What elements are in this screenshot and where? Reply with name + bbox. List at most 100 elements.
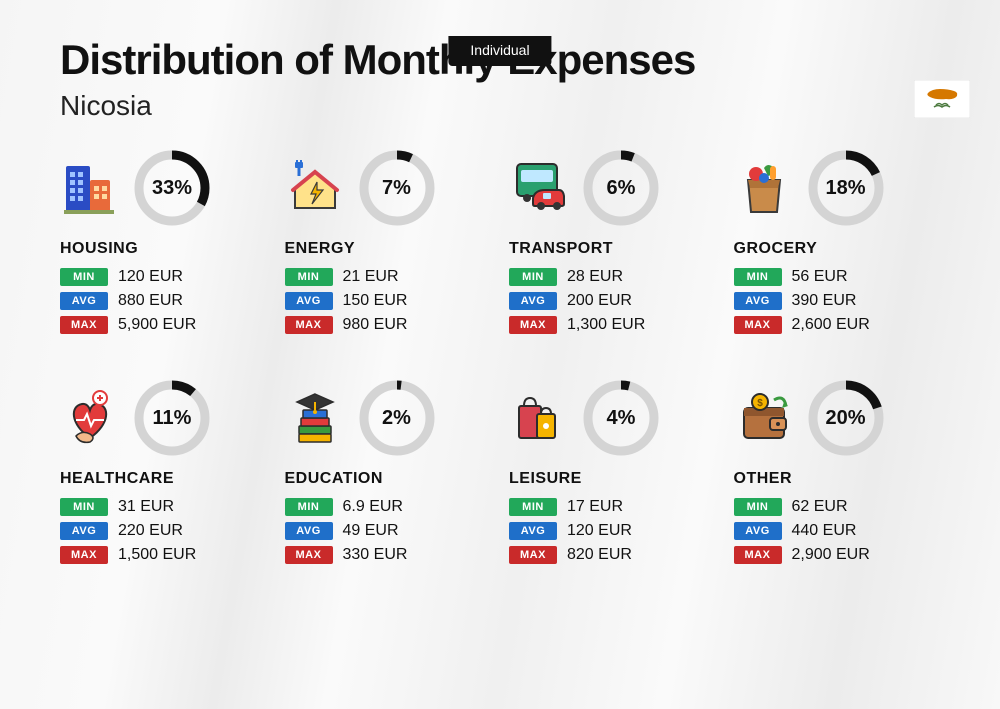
stat-row-avg: AVG 120 EUR <box>509 522 716 540</box>
percent-donut: 33% <box>134 150 210 226</box>
avg-value: 49 EUR <box>343 522 399 540</box>
min-badge: MIN <box>285 498 333 516</box>
stat-row-avg: AVG 200 EUR <box>509 292 716 310</box>
max-value: 1,300 EUR <box>567 316 645 334</box>
max-badge: MAX <box>60 316 108 334</box>
percent-donut: 6% <box>583 150 659 226</box>
stat-row-min: MIN 56 EUR <box>734 268 941 286</box>
category-card: 6% TRANSPORT MIN 28 EUR AVG 200 EUR MAX … <box>509 150 716 340</box>
min-value: 17 EUR <box>567 498 623 516</box>
avg-value: 440 EUR <box>792 522 857 540</box>
stat-row-avg: AVG 880 EUR <box>60 292 267 310</box>
min-value: 120 EUR <box>118 268 183 286</box>
heart-care-icon <box>60 388 120 448</box>
stat-row-avg: AVG 49 EUR <box>285 522 492 540</box>
max-badge: MAX <box>285 546 333 564</box>
max-badge: MAX <box>734 316 782 334</box>
min-badge: MIN <box>734 498 782 516</box>
category-name: HEALTHCARE <box>60 470 267 488</box>
max-value: 2,600 EUR <box>792 316 870 334</box>
avg-value: 390 EUR <box>792 292 857 310</box>
min-value: 56 EUR <box>792 268 848 286</box>
category-grid: 33% HOUSING MIN 120 EUR AVG 880 EUR MAX … <box>60 150 940 570</box>
category-name: GROCERY <box>734 240 941 258</box>
percent-donut: 18% <box>808 150 884 226</box>
category-card: 2% EDUCATION MIN 6.9 EUR AVG 49 EUR MAX … <box>285 380 492 570</box>
category-card: 33% HOUSING MIN 120 EUR AVG 880 EUR MAX … <box>60 150 267 340</box>
stat-row-max: MAX 2,600 EUR <box>734 316 941 334</box>
percent-label: 18% <box>808 150 884 226</box>
max-value: 820 EUR <box>567 546 632 564</box>
buildings-icon <box>60 158 120 218</box>
page-subtitle: Nicosia <box>60 90 940 122</box>
max-value: 330 EUR <box>343 546 408 564</box>
max-badge: MAX <box>509 546 557 564</box>
percent-label: 20% <box>808 380 884 456</box>
percent-label: 4% <box>583 380 659 456</box>
avg-badge: AVG <box>509 522 557 540</box>
avg-value: 220 EUR <box>118 522 183 540</box>
max-value: 1,500 EUR <box>118 546 196 564</box>
grocery-bag-icon <box>734 158 794 218</box>
percent-label: 6% <box>583 150 659 226</box>
bus-car-icon <box>509 158 569 218</box>
category-name: HOUSING <box>60 240 267 258</box>
avg-badge: AVG <box>509 292 557 310</box>
min-badge: MIN <box>60 498 108 516</box>
wallet-icon: $ <box>734 388 794 448</box>
stat-row-avg: AVG 150 EUR <box>285 292 492 310</box>
min-badge: MIN <box>285 268 333 286</box>
percent-donut: 11% <box>134 380 210 456</box>
max-badge: MAX <box>60 546 108 564</box>
category-card: 4% LEISURE MIN 17 EUR AVG 120 EUR MAX 82… <box>509 380 716 570</box>
stat-row-min: MIN 6.9 EUR <box>285 498 492 516</box>
min-value: 6.9 EUR <box>343 498 403 516</box>
stat-row-max: MAX 1,500 EUR <box>60 546 267 564</box>
stat-row-min: MIN 21 EUR <box>285 268 492 286</box>
percent-donut: 4% <box>583 380 659 456</box>
stat-row-max: MAX 1,300 EUR <box>509 316 716 334</box>
stat-row-max: MAX 820 EUR <box>509 546 716 564</box>
min-value: 31 EUR <box>118 498 174 516</box>
category-name: TRANSPORT <box>509 240 716 258</box>
svg-text:$: $ <box>757 398 763 409</box>
percent-donut: 20% <box>808 380 884 456</box>
stat-row-min: MIN 28 EUR <box>509 268 716 286</box>
stat-row-max: MAX 980 EUR <box>285 316 492 334</box>
min-badge: MIN <box>509 268 557 286</box>
max-badge: MAX <box>509 316 557 334</box>
shopping-bags-icon <box>509 388 569 448</box>
percent-label: 33% <box>134 150 210 226</box>
percent-label: 7% <box>359 150 435 226</box>
max-value: 980 EUR <box>343 316 408 334</box>
min-value: 21 EUR <box>343 268 399 286</box>
max-badge: MAX <box>285 316 333 334</box>
stat-row-min: MIN 120 EUR <box>60 268 267 286</box>
stat-row-avg: AVG 220 EUR <box>60 522 267 540</box>
category-card: 7% ENERGY MIN 21 EUR AVG 150 EUR MAX 980… <box>285 150 492 340</box>
category-name: LEISURE <box>509 470 716 488</box>
avg-badge: AVG <box>734 292 782 310</box>
avg-badge: AVG <box>285 292 333 310</box>
category-name: OTHER <box>734 470 941 488</box>
avg-value: 150 EUR <box>343 292 408 310</box>
avg-value: 200 EUR <box>567 292 632 310</box>
stat-row-min: MIN 62 EUR <box>734 498 941 516</box>
category-card: $ 20% OTHER MIN 62 EUR AVG 440 EUR MAX 2… <box>734 380 941 570</box>
stat-row-min: MIN 17 EUR <box>509 498 716 516</box>
avg-value: 120 EUR <box>567 522 632 540</box>
percent-donut: 7% <box>359 150 435 226</box>
min-value: 62 EUR <box>792 498 848 516</box>
min-badge: MIN <box>509 498 557 516</box>
stat-row-avg: AVG 390 EUR <box>734 292 941 310</box>
stat-row-max: MAX 2,900 EUR <box>734 546 941 564</box>
avg-value: 880 EUR <box>118 292 183 310</box>
avg-badge: AVG <box>734 522 782 540</box>
top-pill: Individual <box>448 36 551 66</box>
percent-label: 2% <box>359 380 435 456</box>
category-name: ENERGY <box>285 240 492 258</box>
stat-row-min: MIN 31 EUR <box>60 498 267 516</box>
energy-house-icon <box>285 158 345 218</box>
percent-label: 11% <box>134 380 210 456</box>
max-value: 5,900 EUR <box>118 316 196 334</box>
